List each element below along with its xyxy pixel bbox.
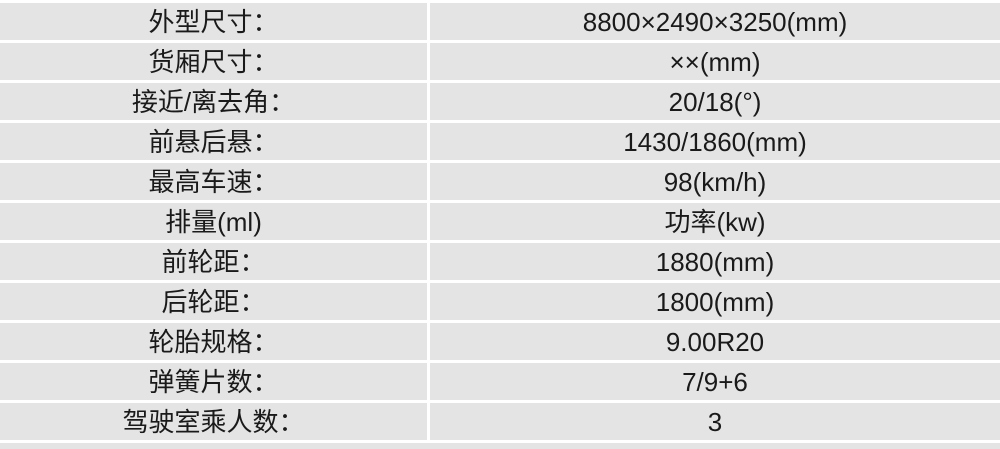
table-row: 货厢尺寸： ××(mm)	[0, 43, 1000, 80]
spec-label-cell: 货厢尺寸：	[0, 43, 427, 80]
spec-value: 1800(mm)	[655, 286, 775, 317]
spec-label-cell: 前悬后悬：	[0, 123, 427, 160]
spec-value: 98(km/h)	[663, 166, 767, 197]
spec-label-cell: 最高车速：	[0, 163, 427, 200]
spec-value-cell: 98(km/h)	[430, 163, 1000, 200]
spec-label: 排量(ml)	[165, 206, 262, 237]
spec-label: 后轮距：	[161, 286, 266, 317]
spec-value-cell: 3	[430, 403, 1000, 440]
table-row: 轮胎规格： 9.00R20	[0, 323, 1000, 360]
spec-label-cell: 排量(ml)	[0, 203, 427, 240]
spec-value-cell: 功率(kw)	[430, 203, 1000, 240]
spec-value: 1430/1860(mm)	[623, 126, 807, 157]
spec-label: 轮胎规格：	[148, 326, 279, 357]
spec-label-cell: 驾驶室乘人数：	[0, 403, 427, 440]
spec-value: ××(mm)	[669, 46, 761, 77]
spec-label: 驾驶室乘人数：	[122, 406, 305, 437]
spec-value-cell: 1430/1860(mm)	[430, 123, 1000, 160]
spec-label-cell: 轮胎规格：	[0, 323, 427, 360]
spec-value-cell: 9.00R20	[430, 323, 1000, 360]
spec-label: 弹簧片数：	[148, 366, 279, 397]
table-row: 前悬后悬： 1430/1860(mm)	[0, 123, 1000, 160]
spec-label: 接近/离去角：	[131, 86, 296, 117]
spec-value: 9.00R20	[665, 326, 765, 357]
table-row: 外型尺寸： 8800×2490×3250(mm)	[0, 3, 1000, 40]
table-row: 驾驶室乘人数： 3	[0, 403, 1000, 440]
spec-value-cell: 1800(mm)	[430, 283, 1000, 320]
spec-value: 20/18(°)	[668, 86, 762, 117]
spec-label-cell: 后轮距：	[0, 283, 427, 320]
spec-value: 3	[707, 406, 723, 437]
spec-label-cell: 外型尺寸：	[0, 3, 427, 40]
spec-label: 最高车速：	[148, 166, 279, 197]
spec-label-cell: 弹簧片数：	[0, 363, 427, 400]
table-row: 接近/离去角： 20/18(°)	[0, 83, 1000, 120]
spec-label: 货厢尺寸：	[148, 46, 279, 77]
spec-label-cell: 接近/离去角：	[0, 83, 427, 120]
table-row: 弹簧片数： 7/9+6	[0, 363, 1000, 400]
spec-label: 前轮距：	[161, 246, 266, 277]
spec-label: 前悬后悬：	[148, 126, 279, 157]
spec-value: 功率(kw)	[664, 206, 766, 237]
table-row: 最高车速： 98(km/h)	[0, 163, 1000, 200]
spec-value-cell: 1880(mm)	[430, 243, 1000, 280]
table-row: 前轮距： 1880(mm)	[0, 243, 1000, 280]
table-row: 后轮距： 1800(mm)	[0, 283, 1000, 320]
table-bottom-sliver	[0, 443, 1000, 449]
spec-label-cell: 前轮距：	[0, 243, 427, 280]
spec-value: 8800×2490×3250(mm)	[582, 6, 848, 37]
spec-label: 外型尺寸：	[148, 6, 279, 37]
spec-value-cell: ××(mm)	[430, 43, 1000, 80]
spec-value: 7/9+6	[682, 366, 748, 397]
spec-value-cell: 7/9+6	[430, 363, 1000, 400]
spec-value-cell: 20/18(°)	[430, 83, 1000, 120]
spec-value-cell: 8800×2490×3250(mm)	[430, 3, 1000, 40]
table-row: 排量(ml) 功率(kw)	[0, 203, 1000, 240]
spec-value: 1880(mm)	[655, 246, 775, 277]
